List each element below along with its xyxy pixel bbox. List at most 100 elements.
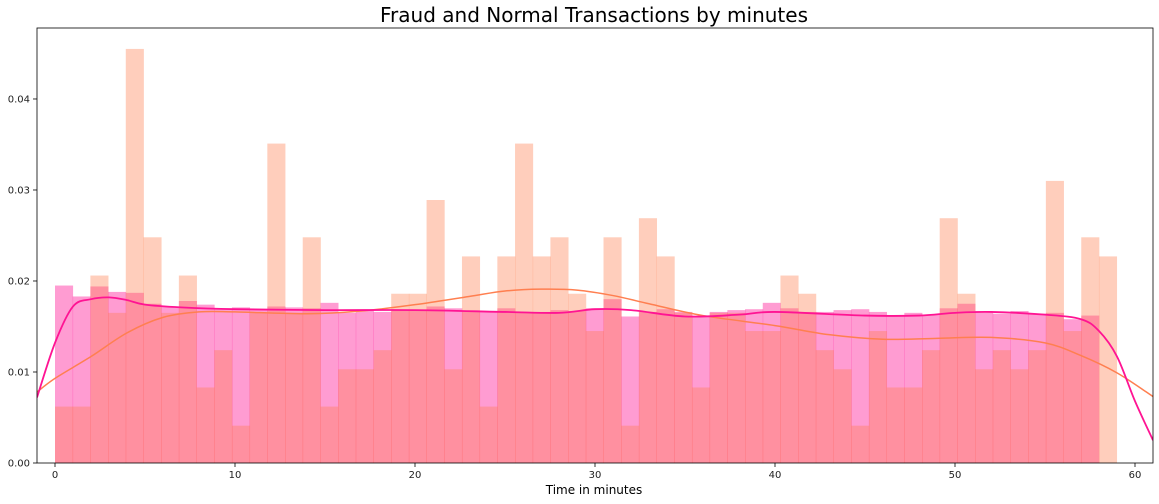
fraud-bar — [992, 350, 1011, 463]
x-axis-label: Time in minutes — [545, 483, 643, 497]
normal-bar — [532, 311, 551, 463]
fraud-bar — [444, 369, 463, 463]
normal-bar — [231, 307, 251, 463]
normal-bar — [125, 292, 144, 463]
fraud-bar — [922, 350, 941, 463]
fraud-bar — [691, 387, 711, 463]
fraud-bar — [479, 406, 498, 463]
normal-bar — [302, 308, 321, 463]
chart-title: Fraud and Normal Transactions by minutes — [380, 3, 808, 27]
normal-bar — [497, 308, 516, 463]
x-tick-label: 40 — [769, 470, 782, 481]
normal-bar — [585, 308, 604, 463]
x-tick-label: 30 — [589, 470, 602, 481]
normal-bar — [674, 311, 693, 463]
normal-bar — [550, 310, 569, 463]
fraud-bar — [603, 237, 622, 463]
y-tick-label: 0.00 — [8, 459, 30, 470]
fraud-bar — [391, 293, 410, 463]
fraud-bar — [1063, 331, 1082, 463]
normal-bar — [143, 303, 162, 463]
normal-bar — [939, 308, 958, 463]
fraud-bar — [780, 275, 799, 463]
fraud-bar — [108, 312, 127, 463]
fraud-bar — [904, 387, 923, 463]
normal-bar — [922, 314, 941, 463]
x-axis: 0 10 20 30 40 50 60 — [52, 463, 1142, 481]
normal-bar — [975, 311, 994, 463]
normal-bar — [373, 311, 392, 463]
fraud-bar — [709, 312, 728, 463]
normal-bar — [709, 311, 728, 463]
fraud-bar — [426, 200, 445, 463]
normal-bar — [267, 306, 286, 463]
fraud-bar — [461, 256, 481, 463]
kde-lines — [37, 288, 1153, 441]
fraud-bar — [745, 331, 764, 463]
y-axis: 0.00 0.01 0.02 0.03 0.04 — [8, 94, 37, 470]
normal-bar — [338, 312, 357, 463]
y-tick-label: 0.04 — [8, 94, 30, 105]
fraud-bar — [373, 350, 392, 463]
normal-bar — [320, 302, 339, 463]
fraud-bar — [762, 331, 781, 463]
normal-bar — [1063, 319, 1082, 463]
fraud-bar — [497, 256, 516, 463]
normal-bars — [55, 285, 1100, 463]
fraud-bar — [90, 275, 109, 463]
normal-bar — [638, 311, 657, 463]
fraud-bar — [585, 331, 604, 463]
normal-bar — [178, 301, 197, 463]
normal-bar — [851, 309, 870, 463]
fraud-bar — [638, 218, 657, 463]
normal-bar — [904, 312, 923, 463]
fraud-bar — [285, 312, 304, 463]
normal-bar — [798, 311, 817, 463]
x-tick-label: 0 — [52, 470, 58, 481]
y-tick-label: 0.02 — [8, 276, 30, 287]
normal-bar — [214, 309, 233, 463]
fraud-bar — [338, 369, 357, 463]
fraud-bar — [727, 312, 746, 463]
normal-bar — [479, 311, 498, 463]
fraud-bar — [815, 350, 834, 463]
fraud-bar — [355, 369, 374, 463]
normal-bar — [161, 306, 180, 463]
fraud-bar — [72, 406, 91, 463]
fraud-bar — [886, 387, 905, 463]
normal-bar — [426, 306, 445, 463]
fraud-bar — [957, 293, 976, 463]
normal-bar — [355, 310, 374, 463]
normal-bar — [1028, 313, 1047, 463]
fraud-bar — [621, 425, 640, 463]
fraud-bar — [532, 256, 551, 463]
normal-bar — [886, 316, 905, 463]
fraud-bar — [1081, 237, 1100, 463]
normal-bar — [108, 291, 127, 463]
fraud-bar — [408, 293, 427, 463]
fraud-bar — [267, 143, 286, 463]
y-tick-label: 0.03 — [8, 185, 30, 196]
normal-bar — [727, 310, 746, 463]
normal-bar — [868, 311, 888, 463]
fraud-bar — [1045, 180, 1064, 463]
fraud-bar — [975, 369, 994, 463]
normal-bar — [196, 304, 215, 463]
normal-bar — [1081, 315, 1100, 463]
fraud-bar — [568, 293, 587, 463]
normal-bar — [515, 311, 534, 463]
fraud-bar — [55, 406, 74, 463]
normal-bar — [408, 310, 427, 463]
fraud-bar — [214, 350, 233, 463]
normal-bar — [568, 311, 587, 463]
normal-bar — [780, 308, 799, 463]
fraud-bar — [851, 425, 870, 463]
x-tick-label: 60 — [1129, 470, 1142, 481]
fraud-bar — [161, 312, 180, 463]
normal-bar — [461, 311, 481, 463]
fraud-bar — [674, 312, 693, 463]
normal-bar — [285, 307, 304, 463]
fraud-bar — [320, 406, 339, 463]
fraud-bar — [798, 293, 817, 463]
